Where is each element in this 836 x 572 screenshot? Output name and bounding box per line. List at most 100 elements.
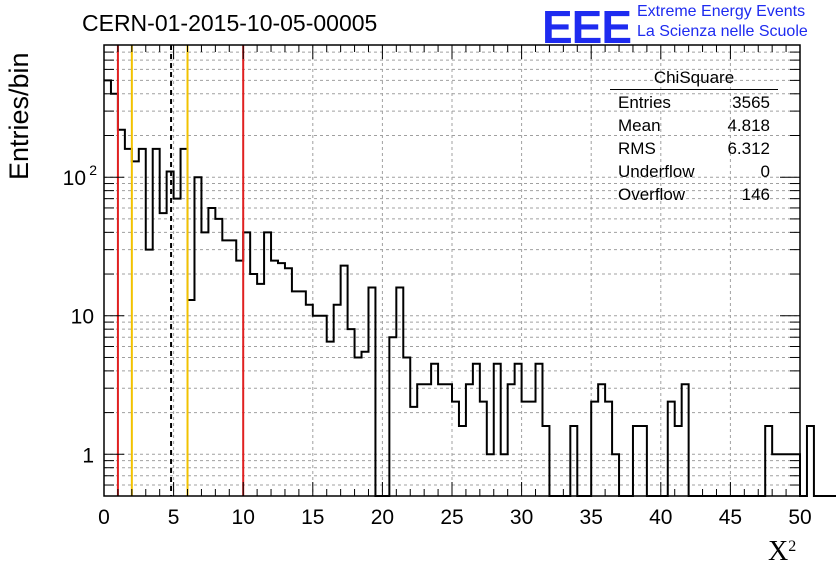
stats-value: 0 xyxy=(760,162,770,181)
histogram-bin xyxy=(313,316,320,496)
histogram-bin xyxy=(633,426,640,496)
histogram-bin xyxy=(765,426,772,496)
histogram-bin xyxy=(341,266,348,496)
marker-lines xyxy=(116,45,245,496)
histogram-bin xyxy=(208,208,215,496)
histogram-bin xyxy=(779,454,786,496)
histogram-bin xyxy=(348,329,355,496)
histogram-bin xyxy=(522,402,529,496)
histogram-bin xyxy=(327,342,334,496)
histogram-bin xyxy=(591,402,598,496)
histogram-bin xyxy=(194,177,201,496)
x-tick-label: 15 xyxy=(301,506,324,529)
stats-label: Entries xyxy=(618,93,671,112)
histogram-bin xyxy=(466,384,473,496)
histogram-bin xyxy=(431,364,438,496)
x-tick-label: 5 xyxy=(168,506,180,529)
histogram-bin xyxy=(508,384,515,496)
stats-label: Underflow xyxy=(618,162,695,181)
x-axis-label-base: X xyxy=(768,536,789,567)
stats-title: ChiSquare xyxy=(610,68,778,90)
histogram-bin xyxy=(181,149,188,496)
histogram-bin xyxy=(355,357,362,496)
histogram-bin xyxy=(306,305,313,496)
histogram-bin xyxy=(807,426,814,496)
histogram-bin xyxy=(257,284,264,496)
histogram-bin xyxy=(396,287,403,496)
stats-label: Mean xyxy=(618,116,661,135)
histogram-bin xyxy=(487,454,494,496)
y-tick-label-exponent: 2 xyxy=(89,162,97,178)
x-axis-label-sup: 2 xyxy=(788,538,797,555)
histogram-bin xyxy=(278,263,285,496)
histogram-bin xyxy=(598,384,605,496)
histogram-bin xyxy=(229,240,236,496)
histogram-bin xyxy=(403,357,410,496)
histogram-bin xyxy=(368,287,375,496)
histogram-bin xyxy=(410,407,417,496)
x-tick-label: 0 xyxy=(98,506,110,529)
y-tick-label: 10 xyxy=(63,167,86,190)
histogram-bin xyxy=(417,384,424,496)
histogram-bin xyxy=(174,199,181,496)
histogram-bin xyxy=(452,402,459,496)
histogram-bin xyxy=(222,240,229,496)
histogram-bin xyxy=(160,213,167,496)
histogram-bin xyxy=(501,454,508,496)
stats-row-mean: Mean 4.818 xyxy=(610,114,778,137)
histogram-bin xyxy=(153,149,160,496)
y-tick-label: 1 xyxy=(82,444,94,467)
histogram-bin xyxy=(438,384,445,496)
histogram-bin xyxy=(250,274,257,496)
grid xyxy=(104,45,800,496)
histogram-bin xyxy=(188,300,195,496)
histogram-bin xyxy=(271,261,278,496)
histogram-bin xyxy=(605,402,612,496)
histogram-bin xyxy=(424,384,431,496)
stats-row-overflow: Overflow 146 xyxy=(610,183,778,206)
histogram-bin xyxy=(675,426,682,496)
histogram-bin xyxy=(111,94,118,496)
histogram-bin xyxy=(445,384,452,496)
x-tick-label: 40 xyxy=(649,506,672,529)
stats-row-rms: RMS 6.312 xyxy=(610,137,778,160)
histogram-bin xyxy=(125,149,132,496)
histogram-bin xyxy=(146,250,153,496)
eee-logo: EEE xyxy=(542,1,632,53)
histogram-bin xyxy=(640,426,647,496)
histogram-bin xyxy=(570,426,577,496)
histogram-bin xyxy=(139,149,146,496)
histogram-bin xyxy=(389,337,396,496)
histogram-bin xyxy=(104,80,111,496)
histogram-bin xyxy=(118,130,125,496)
logo-line-1: Extreme Energy Events xyxy=(637,3,806,20)
chart-title: CERN-01-2015-10-05-00005 xyxy=(82,10,378,36)
logo-line-2: La Scienza nelle Scuole xyxy=(637,23,808,40)
histogram-bin xyxy=(132,161,139,496)
histogram-bin xyxy=(480,402,487,496)
histogram-bin xyxy=(536,364,543,496)
histogram-bin xyxy=(299,291,306,496)
histogram-bin xyxy=(264,232,271,496)
histogram-bin xyxy=(515,364,522,496)
histogram-bin xyxy=(236,261,243,496)
histogram-bin xyxy=(682,384,689,496)
histogram-bin xyxy=(285,268,292,496)
histogram-bin xyxy=(459,426,466,496)
histogram-bin xyxy=(243,232,250,496)
histogram-bin xyxy=(334,305,341,496)
histogram-bin xyxy=(494,364,501,496)
histogram-bin xyxy=(362,352,369,496)
stats-label: Overflow xyxy=(618,185,686,204)
x-tick-label: 35 xyxy=(580,506,603,529)
y-axis-label: Entries/bin xyxy=(4,52,34,180)
histogram-bin xyxy=(612,454,619,496)
stats-box: ChiSquare Entries 3565 Mean 4.818 RMS 6.… xyxy=(610,68,778,206)
x-tick-label: 20 xyxy=(371,506,394,529)
histogram-bin xyxy=(668,402,675,496)
x-tick-label: 10 xyxy=(232,506,255,529)
histogram-bin xyxy=(320,316,327,496)
stats-value: 4.818 xyxy=(727,116,770,135)
